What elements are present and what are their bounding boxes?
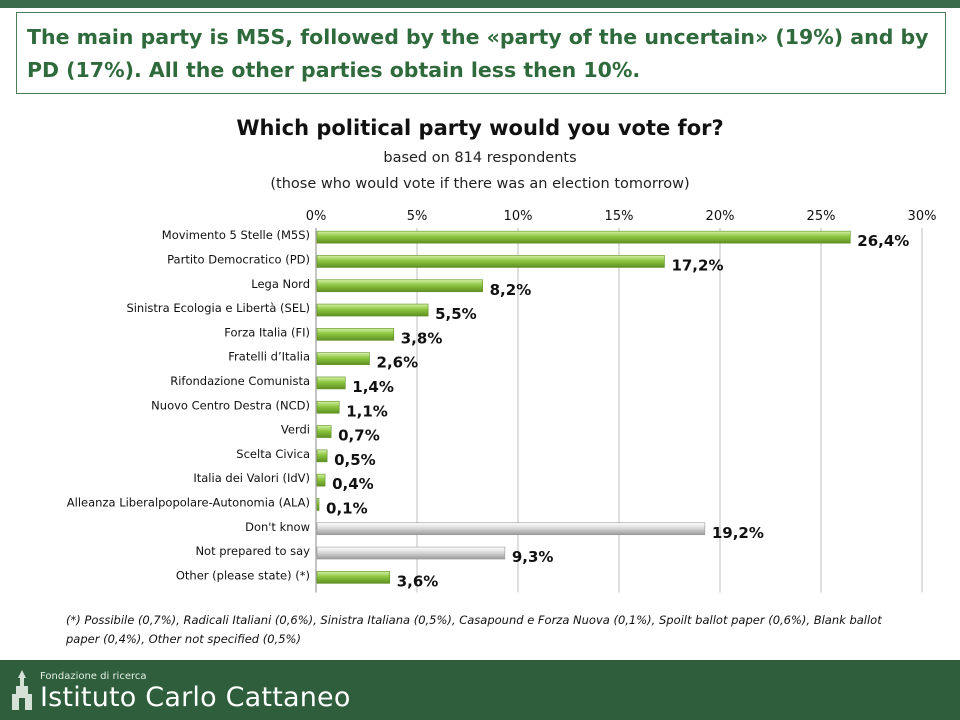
bar-value-label: 3,8% xyxy=(401,329,443,347)
x-tick-label: 5% xyxy=(407,209,428,224)
x-tick-label: 20% xyxy=(706,209,735,224)
headline-box: The main party is M5S, followed by the «… xyxy=(16,12,946,94)
cattaneo-emblem-icon xyxy=(12,670,32,710)
bar-value-label: 26,4% xyxy=(857,232,909,250)
x-tick-label: 25% xyxy=(807,209,836,224)
bar-value-label: 5,5% xyxy=(435,305,477,323)
bar xyxy=(316,498,320,511)
bar-value-label: 0,4% xyxy=(332,475,374,493)
x-tick-label: 30% xyxy=(908,209,937,224)
bar-value-label: 1,1% xyxy=(346,402,388,420)
category-label: Alleanza Liberalpopolare-Autonomia (ALA) xyxy=(67,495,310,509)
x-axis-ticks: 0% 5% 10% 15% 20% 25% 30% xyxy=(306,209,937,224)
category-label: Verdi xyxy=(281,423,310,437)
category-label: Movimento 5 Stelle (M5S) xyxy=(162,228,310,242)
category-labels: Movimento 5 Stelle (M5S) Partito Democrat… xyxy=(67,228,310,582)
bar-value-label: 8,2% xyxy=(490,281,532,299)
footer-bar: Fondazione di ricerca Istituto Carlo Cat… xyxy=(0,660,960,720)
bar xyxy=(316,571,391,584)
footer-foundation-label: Fondazione di ricerca xyxy=(40,671,147,682)
chart-subtitle-respondents: based on 814 respondents xyxy=(383,150,577,166)
bar-value-label: 2,6% xyxy=(377,354,419,372)
bars xyxy=(316,230,851,584)
bar-value-label: 3,6% xyxy=(397,572,439,590)
bar-value-label: 9,3% xyxy=(512,548,554,566)
bar-value-label: 0,7% xyxy=(338,427,380,445)
x-tick-label: 0% xyxy=(306,209,327,224)
category-label: Nuovo Centro Destra (NCD) xyxy=(151,398,310,412)
chart-title: Which political party would you vote for… xyxy=(236,116,724,140)
bar xyxy=(316,522,706,536)
bar-value-label: 1,4% xyxy=(352,378,394,396)
bar-value-label: 19,2% xyxy=(712,524,764,542)
bar xyxy=(316,352,370,365)
bar xyxy=(316,279,483,293)
slide-headline: The main party is M5S, followed by the «… xyxy=(27,25,929,82)
bar-chart: 0% 5% 10% 15% 20% 25% 30% Movimento 5 Stelle (… xyxy=(67,209,937,593)
chart-gridlines xyxy=(315,228,923,593)
bar xyxy=(316,255,665,268)
value-labels: 26,4% 17,2% 8,2% 5,5% 3,8% 2,6% 1,4% 1,1% 0,7% 0,… xyxy=(326,232,909,590)
category-label: Italia dei Valori (IdV) xyxy=(193,471,310,485)
category-label: Partito Democratico (PD) xyxy=(167,252,310,266)
chart-footnote: (*) Possibile (0,7%), Radicali Italiani … xyxy=(66,613,882,646)
category-label: Forza Italia (FI) xyxy=(224,325,310,339)
bar xyxy=(316,230,851,244)
category-label: Not prepared to say xyxy=(195,544,310,558)
top-accent-strip xyxy=(0,0,960,8)
bar xyxy=(316,425,332,438)
bar xyxy=(316,376,346,390)
category-label: Fratelli d’Italia xyxy=(228,350,310,364)
bar xyxy=(316,303,429,317)
bar xyxy=(316,449,328,463)
category-label: Don't know xyxy=(245,520,310,534)
x-tick-label: 10% xyxy=(504,209,533,224)
category-label: Scelta Civica xyxy=(236,447,310,461)
bar xyxy=(316,328,395,341)
x-tick-label: 15% xyxy=(605,209,634,224)
category-label: Lega Nord xyxy=(251,277,310,291)
bar xyxy=(316,473,326,487)
footer-institute-name: Istituto Carlo Cattaneo xyxy=(40,682,351,713)
chart-subtitle-note: (those who would vote if there was an el… xyxy=(270,176,690,192)
category-label: Other (please state) (*) xyxy=(176,568,310,582)
category-label: Rifondazione Comunista xyxy=(170,374,310,388)
bar xyxy=(316,546,506,560)
bar-value-label: 0,1% xyxy=(326,499,368,517)
bar xyxy=(316,400,340,414)
category-label: Sinistra Ecologia e Libertà (SEL) xyxy=(126,301,310,315)
bar-value-label: 17,2% xyxy=(671,256,723,274)
bar-value-label: 0,5% xyxy=(334,451,376,469)
